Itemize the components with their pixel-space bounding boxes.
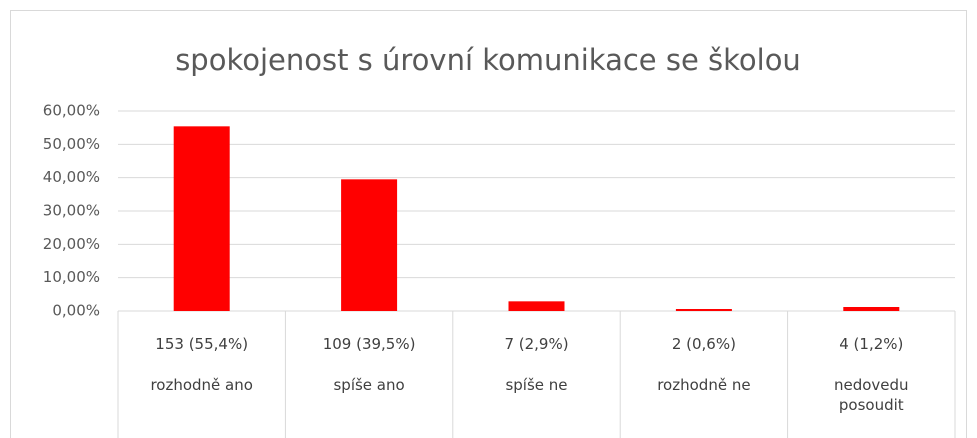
x-tick-label-text: 109 (39,5%) (322, 335, 416, 353)
x-tick-label-text: 4 (1,2%) (839, 335, 904, 353)
x-tick-label: spíše ano (333, 376, 405, 394)
y-tick-label: 50,00% (43, 135, 100, 153)
chart-border (10, 10, 967, 438)
y-tick-label: 20,00% (43, 235, 100, 253)
x-tick-label-text: rozhodně ne (657, 376, 751, 394)
x-tick-label-text: 2 (0,6%) (671, 335, 736, 353)
x-tick-label-text: 153 (55,4%) (155, 335, 249, 353)
chart-title: spokojenost s úrovní komunikace se školo… (175, 43, 801, 77)
x-tick-label: spíše ne (505, 376, 568, 394)
bar (675, 309, 732, 311)
bar (508, 301, 565, 311)
x-tick-label: 2 (0,6%) (671, 335, 736, 353)
x-tick-label-text: spíše ne (505, 376, 568, 394)
x-tick-label: 4 (1,2%) (839, 335, 904, 353)
y-tick-label: 10,00% (43, 268, 100, 286)
x-tick-label-text: rozhodně ano (150, 376, 253, 394)
x-tick-label: rozhodně ne (657, 376, 751, 394)
y-tick-label: 60,00% (43, 102, 100, 120)
x-tick-label-text: spíše ano (333, 376, 405, 394)
y-tick-label: 0,00% (52, 302, 100, 320)
bar (173, 126, 230, 311)
x-tick-label: rozhodně ano (150, 376, 253, 394)
y-tick-label: 40,00% (43, 168, 100, 186)
x-tick-label: 153 (55,4%) (155, 335, 249, 353)
x-tick-label: 109 (39,5%) (322, 335, 416, 353)
x-tick-label: nedovedu posoudit (834, 376, 909, 414)
bar (341, 179, 398, 311)
bar (843, 307, 900, 311)
y-tick-label: 30,00% (43, 202, 100, 220)
x-tick-label: 7 (2,9%) (504, 335, 569, 353)
x-tick-label-text: nedovedu posoudit (834, 376, 909, 414)
x-tick-label-text: 7 (2,9%) (504, 335, 569, 353)
